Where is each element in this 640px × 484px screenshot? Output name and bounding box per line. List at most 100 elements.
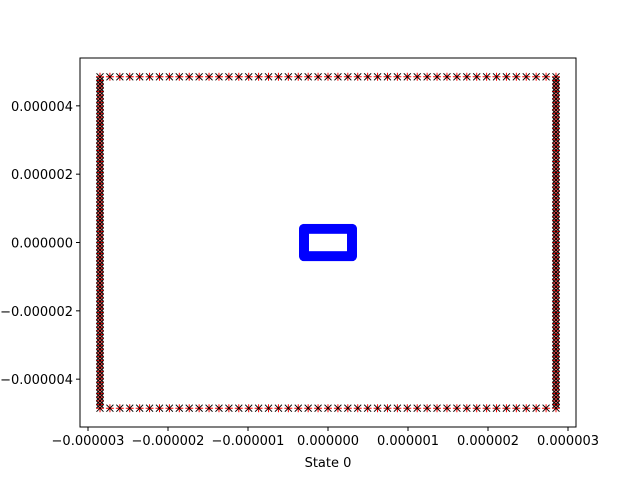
x-marker bbox=[552, 271, 560, 280]
x-marker bbox=[552, 389, 560, 398]
x-marker bbox=[552, 371, 560, 379]
x-marker bbox=[552, 246, 560, 254]
x-marker bbox=[423, 404, 431, 413]
x-marker bbox=[96, 341, 104, 350]
x-marker bbox=[552, 385, 560, 394]
x-marker bbox=[552, 176, 560, 184]
x-marker bbox=[96, 323, 104, 332]
x-marker bbox=[96, 117, 104, 125]
x-marker bbox=[96, 264, 104, 273]
x-marker bbox=[96, 187, 104, 195]
x-marker bbox=[552, 249, 560, 258]
x-marker bbox=[264, 404, 273, 413]
x-marker bbox=[135, 404, 144, 413]
x-tick-label: 0.000002 bbox=[457, 434, 519, 449]
x-marker bbox=[115, 404, 124, 413]
x-marker bbox=[552, 253, 560, 262]
x-marker bbox=[552, 212, 560, 221]
circle-marker bbox=[299, 224, 309, 235]
x-marker bbox=[215, 72, 223, 81]
x-marker bbox=[552, 139, 560, 147]
x-marker bbox=[96, 242, 104, 251]
x-marker bbox=[443, 72, 451, 81]
x-marker bbox=[195, 404, 203, 413]
x-marker bbox=[254, 404, 263, 413]
x-marker bbox=[443, 404, 451, 413]
x-marker bbox=[542, 72, 550, 81]
x-marker bbox=[502, 404, 511, 413]
x-marker bbox=[314, 72, 322, 81]
x-marker bbox=[502, 72, 511, 81]
x-tick-label: −0.000001 bbox=[212, 434, 285, 449]
x-marker bbox=[96, 205, 104, 214]
x-marker bbox=[294, 72, 303, 81]
x-marker bbox=[96, 260, 104, 269]
x-marker bbox=[96, 190, 104, 199]
x-marker bbox=[205, 404, 213, 413]
x-marker bbox=[552, 76, 560, 85]
x-marker bbox=[552, 279, 560, 287]
x-marker bbox=[552, 98, 560, 107]
x-marker bbox=[234, 404, 243, 413]
x-marker bbox=[482, 72, 491, 81]
x-marker bbox=[522, 404, 531, 413]
x-marker bbox=[552, 198, 560, 206]
x-marker bbox=[106, 404, 114, 413]
x-marker bbox=[423, 72, 431, 81]
x-tick-label: −0.000003 bbox=[52, 434, 125, 449]
x-marker bbox=[552, 378, 560, 387]
x-marker bbox=[552, 393, 560, 402]
x-marker bbox=[96, 80, 104, 89]
x-marker bbox=[403, 404, 412, 413]
x-marker bbox=[225, 404, 233, 413]
x-axis-label: State 0 bbox=[305, 456, 352, 471]
x-marker bbox=[96, 349, 104, 357]
x-marker bbox=[363, 72, 372, 81]
x-marker bbox=[552, 234, 560, 243]
x-marker bbox=[96, 352, 104, 361]
x-marker bbox=[96, 330, 104, 339]
x-marker bbox=[135, 72, 144, 81]
x-marker bbox=[96, 142, 104, 151]
x-marker bbox=[552, 363, 560, 372]
circle-marker bbox=[347, 224, 357, 235]
x-marker bbox=[343, 404, 352, 413]
x-marker bbox=[165, 72, 174, 81]
x-marker bbox=[552, 187, 560, 195]
x-marker bbox=[96, 150, 104, 158]
x-marker bbox=[532, 404, 541, 413]
x-marker bbox=[96, 120, 104, 129]
x-marker bbox=[532, 72, 541, 81]
x-marker bbox=[492, 404, 501, 413]
x-marker bbox=[254, 72, 263, 81]
x-marker bbox=[334, 404, 342, 413]
x-marker bbox=[552, 374, 560, 383]
x-marker bbox=[552, 345, 560, 354]
x-marker bbox=[96, 146, 104, 155]
x-marker bbox=[145, 404, 154, 413]
x-marker bbox=[96, 106, 104, 114]
x-marker bbox=[552, 205, 560, 214]
x-marker bbox=[453, 404, 461, 413]
x-marker bbox=[225, 72, 233, 81]
x-marker bbox=[96, 275, 104, 284]
x-marker bbox=[552, 268, 560, 276]
x-marker bbox=[552, 319, 560, 328]
x-marker bbox=[96, 286, 104, 295]
x-marker bbox=[393, 72, 402, 81]
x-marker bbox=[234, 72, 243, 81]
x-marker bbox=[472, 72, 481, 81]
x-marker bbox=[552, 227, 560, 236]
x-marker bbox=[552, 183, 560, 192]
x-marker bbox=[96, 271, 104, 280]
x-marker bbox=[304, 404, 313, 413]
x-marker bbox=[96, 290, 104, 298]
x-marker bbox=[96, 304, 104, 313]
x-marker bbox=[552, 293, 560, 302]
x-marker bbox=[96, 371, 104, 379]
x-marker bbox=[96, 253, 104, 262]
x-marker bbox=[96, 95, 104, 103]
x-marker bbox=[96, 400, 104, 409]
x-marker bbox=[552, 308, 560, 317]
